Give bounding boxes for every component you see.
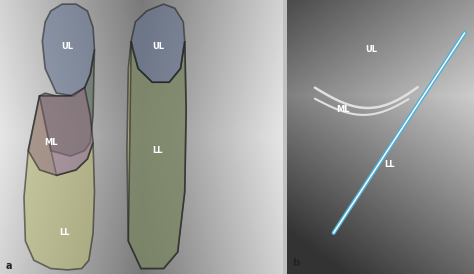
Text: LL: LL bbox=[384, 160, 395, 169]
Text: UL: UL bbox=[62, 42, 73, 51]
Polygon shape bbox=[127, 41, 186, 269]
Polygon shape bbox=[42, 4, 94, 96]
Text: UL: UL bbox=[365, 45, 377, 54]
Text: LL: LL bbox=[153, 146, 163, 155]
Text: UL: UL bbox=[152, 42, 164, 51]
Text: LL: LL bbox=[60, 229, 70, 237]
Text: ML: ML bbox=[336, 105, 350, 114]
Text: a: a bbox=[5, 261, 12, 271]
Polygon shape bbox=[24, 96, 94, 270]
Polygon shape bbox=[131, 4, 185, 82]
Text: ML: ML bbox=[44, 138, 57, 147]
Text: b: b bbox=[292, 258, 300, 268]
Polygon shape bbox=[28, 88, 93, 175]
Polygon shape bbox=[39, 49, 94, 156]
Polygon shape bbox=[128, 41, 186, 269]
